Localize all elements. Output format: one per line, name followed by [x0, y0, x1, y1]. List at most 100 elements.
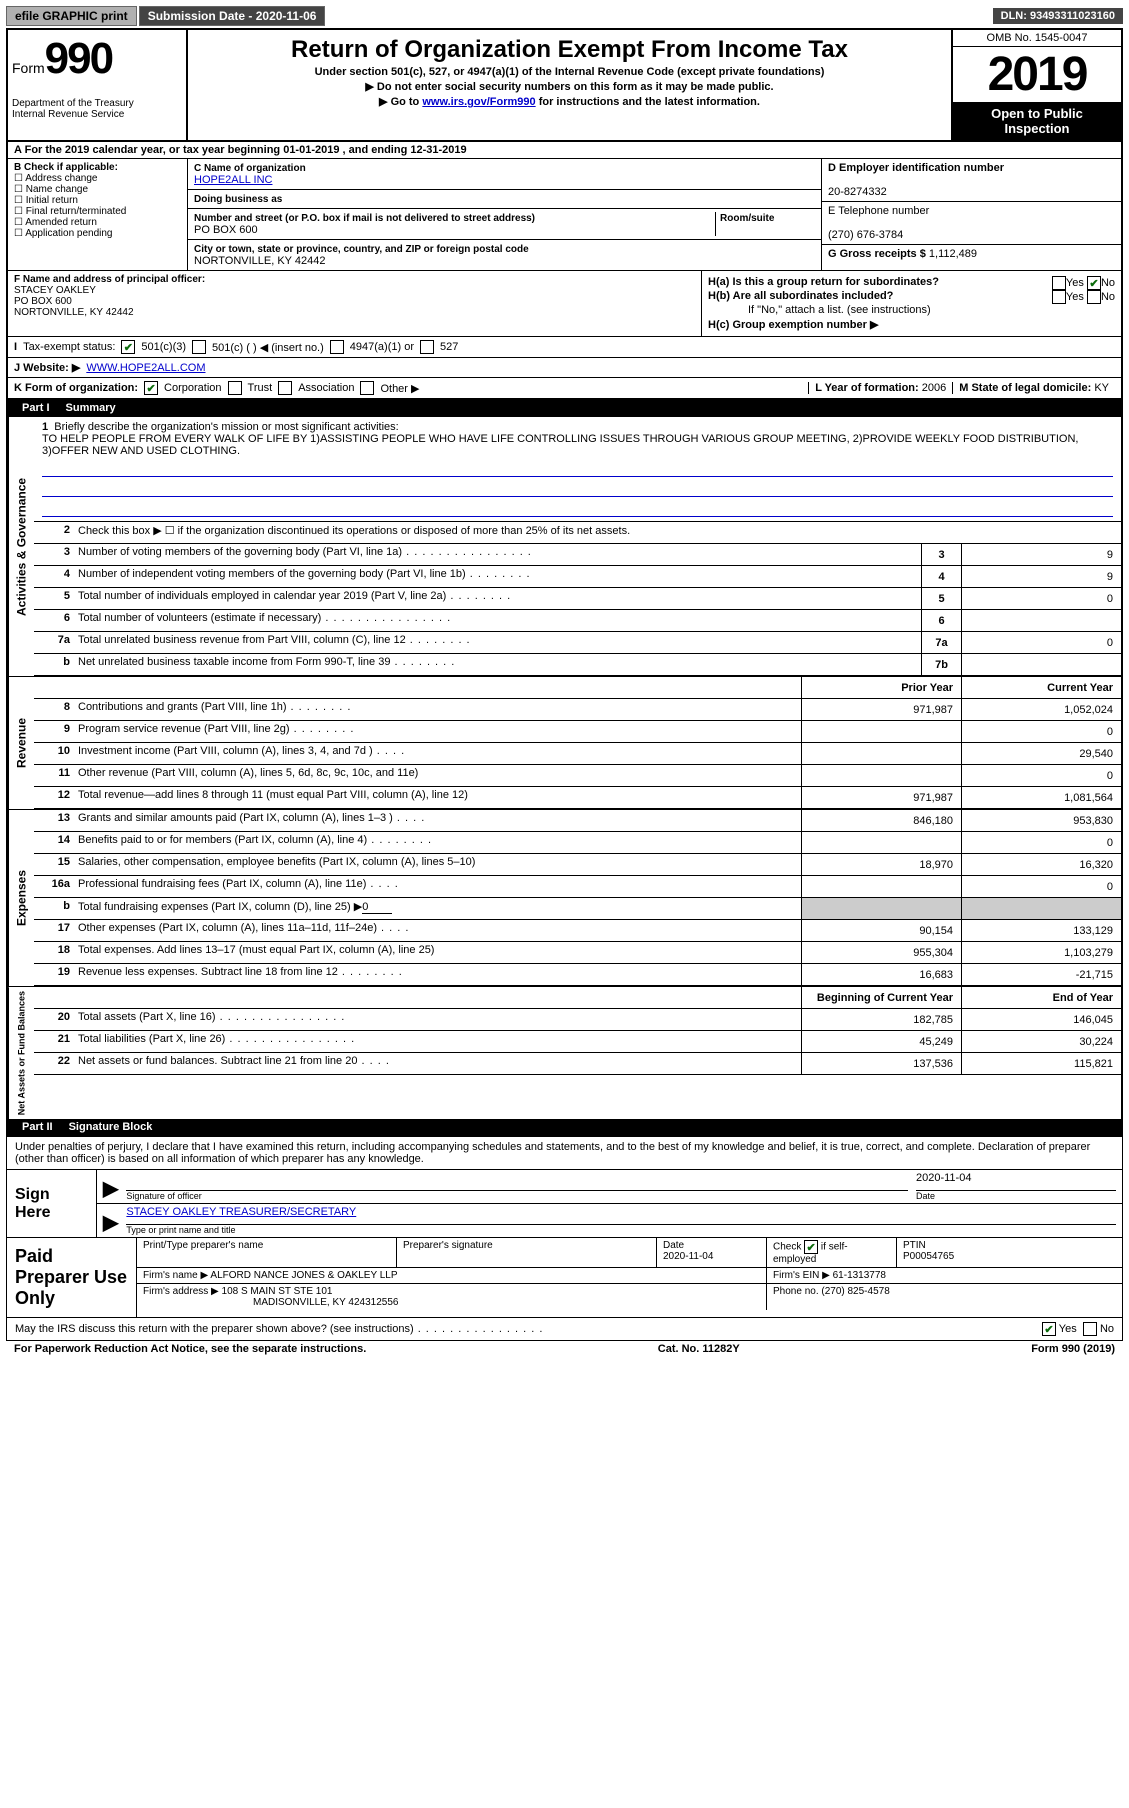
opt-4947: 4947(a)(1) or [350, 341, 414, 353]
chk-amended-return[interactable]: ☐ Amended return [14, 217, 181, 228]
ha-no-chk[interactable] [1087, 276, 1101, 290]
line3-text: Number of voting members of the governin… [74, 544, 921, 565]
expenses-body: 13Grants and similar amounts paid (Part … [34, 810, 1121, 986]
irs-form990-link[interactable]: www.irs.gov/Form990 [422, 96, 535, 108]
hb-no-chk[interactable] [1087, 290, 1101, 304]
opt-initial: Initial return [26, 195, 78, 206]
submission-date-button[interactable]: Submission Date - 2020-11-06 [139, 6, 326, 26]
chk-application-pending[interactable]: ☐ Application pending [14, 228, 181, 239]
hb-line: H(b) Are all subordinates included? Yes … [708, 290, 1115, 302]
firm-ein-cell: Firm's EIN ▶ 61-1313778 [767, 1268, 1122, 1283]
line-4: 4Number of independent voting members of… [34, 566, 1121, 588]
chk-self-employed[interactable] [804, 1240, 818, 1254]
ha-yes-chk[interactable] [1052, 276, 1066, 290]
chk-initial-return[interactable]: ☐ Initial return [14, 195, 181, 206]
m-label: M State of legal domicile: [959, 382, 1094, 394]
ha-text: H(a) Is this a group return for subordin… [708, 276, 939, 288]
line7b-text: Net unrelated business taxable income fr… [74, 654, 921, 675]
firm-addr-lbl: Firm's address ▶ [143, 1286, 219, 1297]
firm-addr2: MADISONVILLE, KY 424312556 [143, 1297, 398, 1308]
line-15: 15Salaries, other compensation, employee… [34, 854, 1121, 876]
hb-yes-chk[interactable] [1052, 290, 1066, 304]
mission-question: Briefly describe the organization's miss… [54, 421, 398, 433]
side-tab-expenses: Expenses [8, 810, 34, 986]
website-label: J Website: ▶ [14, 361, 80, 374]
line6-text: Total number of volunteers (estimate if … [74, 610, 921, 631]
yes-lbl2: Yes [1066, 291, 1084, 303]
line13-prior: 846,180 [801, 810, 961, 831]
line8-text: Contributions and grants (Part VIII, lin… [74, 699, 801, 720]
sig-name-value[interactable]: STACEY OAKLEY TREASURER/SECRETARY [126, 1206, 1116, 1224]
na-col-headers: Beginning of Current YearEnd of Year [34, 987, 1121, 1009]
line-21: 21Total liabilities (Part X, line 26)45,… [34, 1031, 1121, 1053]
firm-lbl: Firm's name ▶ [143, 1270, 208, 1281]
sig-date-label: Date [916, 1190, 1116, 1201]
line11-curr: 0 [961, 765, 1121, 786]
firm-phone-cell: Phone no. (270) 825-4578 [767, 1284, 1122, 1310]
line-13: 13Grants and similar amounts paid (Part … [34, 810, 1121, 832]
mission-rule3 [42, 501, 1113, 517]
line-6: 6Total number of volunteers (estimate if… [34, 610, 1121, 632]
line7b-val [961, 654, 1121, 675]
chk-501c[interactable] [192, 340, 206, 354]
chk-4947[interactable] [330, 340, 344, 354]
discuss-yes-chk[interactable] [1042, 1322, 1056, 1336]
chk-corp[interactable] [144, 381, 158, 395]
chk-address-change[interactable]: ☐ Address change [14, 173, 181, 184]
line9-prior [801, 721, 961, 742]
line19-curr: -21,715 [961, 964, 1121, 985]
l-value: 2006 [922, 382, 946, 394]
line-7a: 7aTotal unrelated business revenue from … [34, 632, 1121, 654]
line19-prior: 16,683 [801, 964, 961, 985]
hb-text: H(b) Are all subordinates included? [708, 290, 893, 302]
line-17: 17Other expenses (Part IX, column (A), l… [34, 920, 1121, 942]
chk-name-change[interactable]: ☐ Name change [14, 184, 181, 195]
line9-text: Program service revenue (Part VIII, line… [74, 721, 801, 742]
sub3-pre: Go to [391, 96, 423, 108]
col-c-org-info: C Name of organization HOPE2ALL INC Doin… [188, 159, 821, 270]
line10-text: Investment income (Part VIII, column (A)… [74, 743, 801, 764]
f-addr2: NORTONVILLE, KY 42442 [14, 307, 134, 318]
efile-print-button[interactable]: efile GRAPHIC print [6, 6, 137, 26]
header-center: Return of Organization Exempt From Incom… [188, 30, 951, 140]
chk-final-return[interactable]: ☐ Final return/terminated [14, 206, 181, 217]
line2-text: Check this box ▶ ☐ if the organization d… [74, 522, 1121, 543]
line13-text: Grants and similar amounts paid (Part IX… [74, 810, 801, 831]
chk-501c3[interactable] [121, 340, 135, 354]
preparer-row: Paid Preparer Use Only Print/Type prepar… [7, 1237, 1122, 1317]
governance-body: 1 Briefly describe the organization's mi… [34, 417, 1121, 676]
chk-527[interactable] [420, 340, 434, 354]
sig-date-value: 2020-11-04 [916, 1172, 1116, 1190]
opt-501c3: 501(c)(3) [141, 341, 186, 353]
phone-cell: E Telephone number (270) 676-3784 [822, 202, 1121, 245]
f-name: STACEY OAKLEY [14, 285, 96, 296]
discuss-no-chk[interactable] [1083, 1322, 1097, 1336]
website-link[interactable]: WWW.HOPE2ALL.COM [86, 362, 205, 374]
mission-rule2 [42, 481, 1113, 497]
prep-name-hdr: Print/Type preparer's name [137, 1238, 397, 1267]
firm-addr1: 108 S MAIN ST STE 101 [222, 1286, 333, 1297]
chk-assoc[interactable] [278, 381, 292, 395]
line18-curr: 1,103,279 [961, 942, 1121, 963]
side-tab-netassets: Net Assets or Fund Balances [8, 987, 34, 1119]
line14-curr: 0 [961, 832, 1121, 853]
col-d-ein: D Employer identification number 20-8274… [821, 159, 1121, 270]
chk-trust[interactable] [228, 381, 242, 395]
line-19: 19Revenue less expenses. Subtract line 1… [34, 964, 1121, 986]
org-name-value[interactable]: HOPE2ALL INC [194, 174, 272, 186]
boy-hdr: Beginning of Current Year [801, 987, 961, 1008]
chk-other[interactable] [360, 381, 374, 395]
sub3-post: for instructions and the latest informat… [536, 96, 760, 108]
line22-text: Net assets or fund balances. Subtract li… [74, 1053, 801, 1074]
line4-val: 9 [961, 566, 1121, 587]
line16a-curr: 0 [961, 876, 1121, 897]
line17-curr: 133,129 [961, 920, 1121, 941]
principal-officer: F Name and address of principal officer:… [8, 271, 701, 336]
line17-text: Other expenses (Part IX, column (A), lin… [74, 920, 801, 941]
form-title: Return of Organization Exempt From Incom… [196, 36, 943, 64]
dba-label: Doing business as [194, 194, 282, 205]
row-a-tax-year: A For the 2019 calendar year, or tax yea… [8, 142, 1121, 159]
line11-prior [801, 765, 961, 786]
line-7b: bNet unrelated business taxable income f… [34, 654, 1121, 676]
sig-arrow-icon-2: ▶ [103, 1210, 118, 1235]
